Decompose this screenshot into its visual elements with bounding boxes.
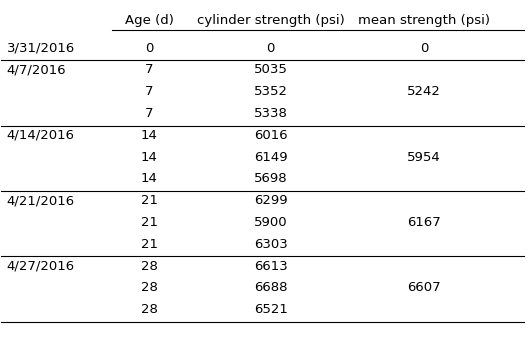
Text: 4/27/2016: 4/27/2016 [7, 260, 75, 272]
Text: 21: 21 [141, 194, 158, 207]
Text: 5035: 5035 [254, 64, 288, 76]
Text: 5338: 5338 [254, 107, 288, 120]
Text: 7: 7 [145, 107, 153, 120]
Text: 6607: 6607 [407, 281, 441, 294]
Text: 6688: 6688 [254, 281, 287, 294]
Text: 5242: 5242 [407, 85, 441, 98]
Text: 6167: 6167 [407, 216, 441, 229]
Text: 0: 0 [420, 42, 428, 55]
Text: 28: 28 [141, 281, 158, 294]
Text: 6149: 6149 [254, 150, 288, 164]
Text: 21: 21 [141, 238, 158, 251]
Text: 3/31/2016: 3/31/2016 [7, 42, 75, 55]
Text: Age (d): Age (d) [125, 14, 174, 27]
Text: 5954: 5954 [407, 150, 441, 164]
Text: 4/21/2016: 4/21/2016 [7, 194, 75, 207]
Text: 5900: 5900 [254, 216, 288, 229]
Text: 0: 0 [145, 42, 153, 55]
Text: 28: 28 [141, 303, 158, 316]
Text: 28: 28 [141, 260, 158, 272]
Text: 6303: 6303 [254, 238, 288, 251]
Text: 5698: 5698 [254, 172, 288, 185]
Text: mean strength (psi): mean strength (psi) [358, 14, 490, 27]
Text: 4/14/2016: 4/14/2016 [7, 129, 75, 142]
Text: 14: 14 [141, 172, 158, 185]
Text: 6016: 6016 [254, 129, 288, 142]
Text: 4/7/2016: 4/7/2016 [7, 64, 66, 76]
Text: 14: 14 [141, 150, 158, 164]
Text: cylinder strength (psi): cylinder strength (psi) [197, 14, 345, 27]
Text: 5352: 5352 [254, 85, 288, 98]
Text: 21: 21 [141, 216, 158, 229]
Text: 6299: 6299 [254, 194, 288, 207]
Text: 6521: 6521 [254, 303, 288, 316]
Text: 7: 7 [145, 64, 153, 76]
Text: 14: 14 [141, 129, 158, 142]
Text: 6613: 6613 [254, 260, 288, 272]
Text: 7: 7 [145, 85, 153, 98]
Text: 0: 0 [267, 42, 275, 55]
